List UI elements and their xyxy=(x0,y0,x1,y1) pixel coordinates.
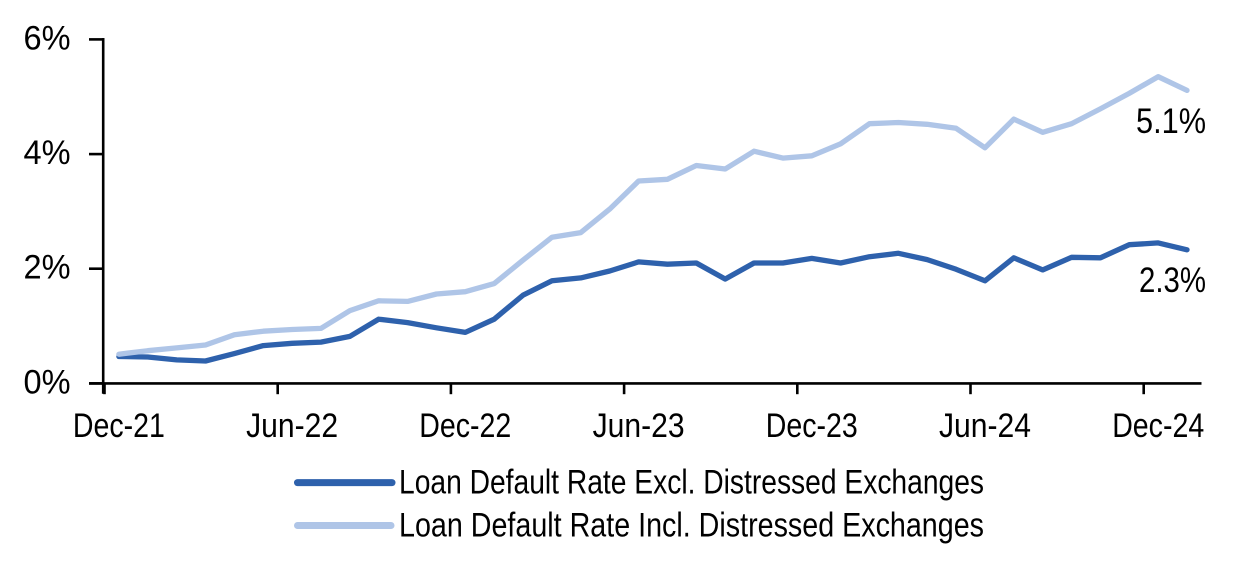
svg-text:Dec-23: Dec-23 xyxy=(766,407,858,445)
svg-text:Dec-24: Dec-24 xyxy=(1112,407,1204,445)
svg-text:Loan Default Rate Incl. Distre: Loan Default Rate Incl. Distressed Excha… xyxy=(399,507,984,545)
svg-text:Loan Default Rate Excl. Distre: Loan Default Rate Excl. Distressed Excha… xyxy=(399,464,984,502)
svg-text:2%: 2% xyxy=(24,249,71,287)
svg-text:6%: 6% xyxy=(24,19,71,57)
svg-text:Jun-22: Jun-22 xyxy=(246,407,338,445)
svg-text:Jun-24: Jun-24 xyxy=(939,407,1031,445)
svg-text:Jun-23: Jun-23 xyxy=(593,407,685,445)
svg-text:2.3%: 2.3% xyxy=(1139,261,1206,300)
svg-text:4%: 4% xyxy=(24,134,71,172)
svg-text:Dec-22: Dec-22 xyxy=(419,407,511,445)
svg-text:Dec-21: Dec-21 xyxy=(73,407,165,445)
svg-text:5.1%: 5.1% xyxy=(1136,102,1206,141)
svg-text:0%: 0% xyxy=(24,363,71,401)
